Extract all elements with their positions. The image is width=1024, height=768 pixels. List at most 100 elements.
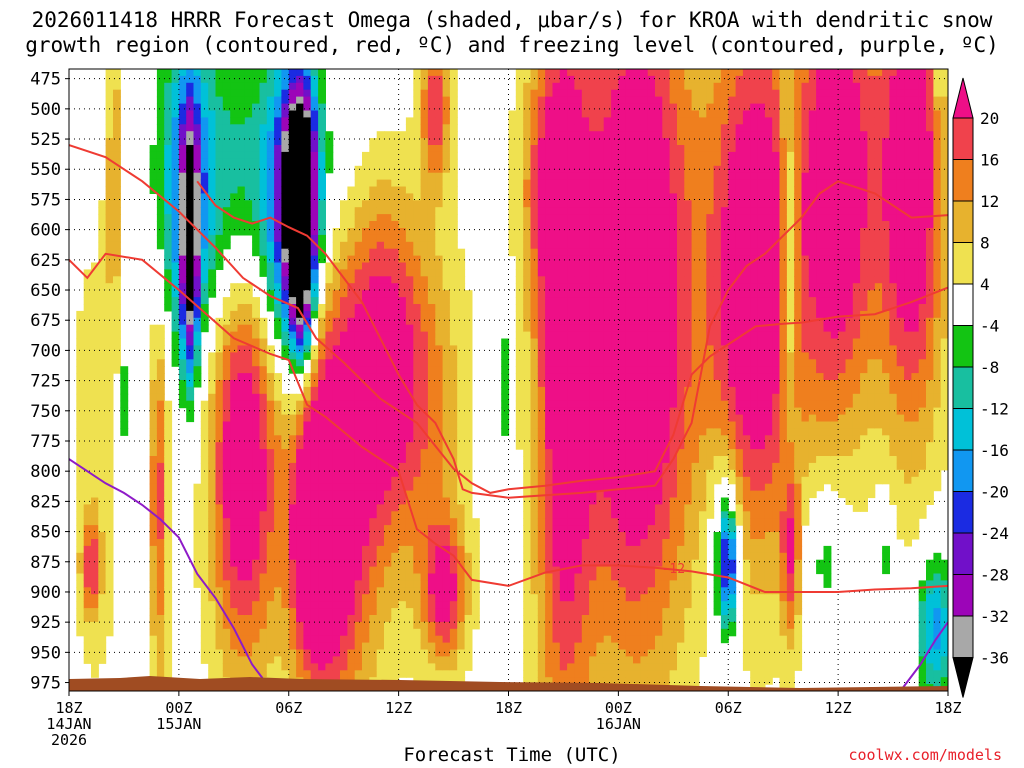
omega-cell <box>200 428 209 436</box>
omega-cell <box>156 663 165 671</box>
omega-cell <box>244 642 253 651</box>
omega-cell <box>354 580 363 588</box>
omega-cell <box>105 248 114 257</box>
omega-cell <box>281 179 290 188</box>
omega-cell <box>449 594 458 602</box>
omega-cell <box>281 283 290 291</box>
omega-cell <box>376 297 385 305</box>
omega-cell <box>186 386 195 395</box>
omega-cell <box>435 207 444 215</box>
omega-cell <box>384 310 392 319</box>
omega-cell <box>149 552 158 561</box>
omega-cell <box>91 504 99 512</box>
omega-cell <box>530 75 539 84</box>
omega-cell <box>603 580 612 588</box>
omega-cell <box>91 511 99 519</box>
omega-cell <box>537 566 546 575</box>
omega-cell <box>149 324 158 333</box>
omega-cell <box>567 248 575 257</box>
omega-cell <box>457 359 466 367</box>
omega-cell <box>596 158 605 167</box>
omega-cell <box>449 497 458 505</box>
omega-cell <box>581 145 590 153</box>
omega-cell <box>603 276 612 284</box>
omega-cell <box>230 670 239 678</box>
omega-cell <box>178 373 187 381</box>
omega-cell <box>237 179 246 188</box>
omega-cell <box>508 138 517 146</box>
omega-cell <box>149 545 158 554</box>
omega-cell <box>318 165 326 174</box>
omega-cell <box>435 663 444 671</box>
omega-cell <box>515 117 524 125</box>
omega-cell <box>435 200 444 208</box>
omega-cell <box>340 407 348 416</box>
omega-cell <box>91 269 99 277</box>
omega-cell <box>332 324 341 333</box>
omega-cell <box>537 649 546 657</box>
omega-cell <box>413 283 422 291</box>
omega-cell <box>596 310 605 319</box>
omega-cell <box>288 179 297 188</box>
omega-cell <box>105 545 114 554</box>
omega-cell <box>281 248 290 257</box>
omega-cell <box>603 200 612 208</box>
omega-cell <box>164 200 173 208</box>
omega-cell <box>369 248 378 257</box>
omega-cell <box>420 338 429 346</box>
omega-cell <box>259 621 268 630</box>
omega-cell <box>435 324 444 333</box>
omega-cell <box>237 635 246 644</box>
omega-cell <box>98 559 107 568</box>
omega-cell <box>193 82 202 91</box>
omega-cell <box>76 400 85 409</box>
omega-cell <box>149 428 158 436</box>
omega-cell <box>215 186 224 194</box>
omega-cell <box>230 442 239 450</box>
omega-cell <box>603 248 612 257</box>
omega-cell <box>596 317 605 326</box>
omega-cell <box>398 504 407 512</box>
omega-cell <box>98 393 107 402</box>
omega-cell <box>193 373 202 381</box>
omega-cell <box>574 621 583 630</box>
omega-cell <box>105 338 114 346</box>
omega-cell <box>171 331 180 340</box>
omega-cell <box>98 241 107 250</box>
omega-cell <box>362 435 370 443</box>
omega-cell <box>559 317 568 326</box>
omega-cell <box>559 386 568 395</box>
omega-cell <box>222 649 231 657</box>
omega-cell <box>244 469 253 478</box>
omega-cell <box>303 428 312 436</box>
omega-cell <box>384 539 392 547</box>
omega-cell <box>156 462 165 471</box>
omega-cell <box>567 131 575 139</box>
omega-cell <box>149 532 158 540</box>
omega-cell <box>318 628 326 637</box>
omega-cell <box>208 352 217 360</box>
omega-cell <box>186 255 195 264</box>
omega-cell <box>288 331 297 340</box>
omega-cell <box>340 338 348 346</box>
omega-cell <box>449 539 458 547</box>
omega-cell <box>266 124 275 132</box>
omega-cell <box>427 228 436 236</box>
omega-cell <box>200 587 209 595</box>
omega-cell <box>567 89 575 98</box>
omega-cell <box>310 511 319 519</box>
omega-cell <box>362 165 370 174</box>
omega-cell <box>384 186 392 194</box>
omega-cell <box>83 310 92 319</box>
omega-cell <box>567 290 575 298</box>
omega-cell <box>332 228 341 236</box>
omega-cell <box>449 442 458 450</box>
omega-cell <box>281 532 290 540</box>
omega-cell <box>83 566 92 575</box>
omega-cell <box>442 241 451 250</box>
omega-cell <box>464 386 473 395</box>
omega-cell <box>105 566 114 575</box>
omega-cell <box>193 310 202 319</box>
omega-cell <box>274 566 282 575</box>
omega-cell <box>76 608 85 616</box>
